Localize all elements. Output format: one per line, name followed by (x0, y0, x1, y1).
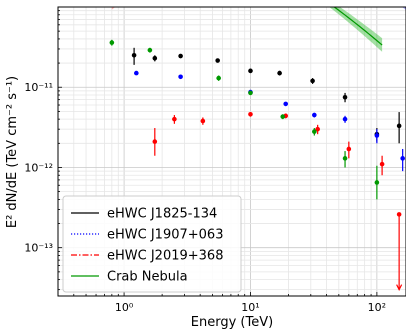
data-point (374, 133, 380, 138)
legend-label-3: Crab Nebula (107, 270, 188, 285)
data-point (396, 123, 402, 129)
data-point (216, 75, 221, 81)
data-point (248, 90, 253, 96)
model-curve-2 (112, 0, 382, 2)
data-point (342, 156, 348, 161)
data-point (280, 114, 286, 119)
confidence-bands (111, 7, 406, 52)
data-point (147, 47, 153, 53)
data-point (109, 40, 115, 45)
legend-label-1: eHWC J1907+063 (107, 228, 223, 243)
data-point (312, 112, 317, 118)
data-point (178, 53, 183, 59)
data-point (248, 111, 253, 117)
data-point (277, 70, 282, 76)
data-point (134, 70, 139, 76)
data-point (315, 126, 320, 132)
legend-label-0: eHWC J1825-134 (107, 207, 217, 222)
data-point (400, 156, 405, 161)
data-point (178, 74, 183, 80)
x-tick-label: 10¹ (241, 301, 259, 314)
data-point (312, 129, 317, 134)
y-tick-label: 10⁻¹¹ (24, 81, 53, 94)
data-points (109, 39, 405, 291)
y-tick-label: 10⁻¹³ (24, 242, 53, 255)
data-point (342, 116, 348, 122)
legend: eHWC J1825-134 eHWC J1907+063 eHWC J2019+3… (62, 195, 242, 293)
data-point (248, 68, 253, 74)
y-axis-label: E² dN/dE (TeV cm⁻² s⁻¹) (5, 76, 20, 228)
plot-frame (57, 6, 406, 297)
axis-ticks: 10⁰ 10¹ 10² 10⁻¹³ 10⁻¹² 10⁻¹¹ (24, 6, 386, 314)
data-point (379, 161, 385, 167)
legend-label-2: eHWC J2019+368 (107, 249, 223, 264)
data-point (310, 78, 315, 84)
band-1 (401, 7, 406, 10)
data-point (283, 101, 289, 107)
data-point (152, 139, 158, 144)
data-point (374, 180, 380, 185)
legend-box (62, 195, 242, 293)
upper-limit-arrow (396, 284, 403, 291)
data-point (200, 118, 206, 124)
y-tick-label: 10⁻¹² (24, 161, 53, 174)
upper-limit-point (396, 212, 402, 217)
x-axis-label: Energy (TeV) (191, 315, 273, 330)
band-2 (111, 7, 116, 10)
data-point (346, 146, 352, 152)
data-point (131, 53, 137, 58)
model-curve-1 (112, 0, 406, 7)
x-tick-label: 10⁰ (115, 301, 134, 314)
data-point (342, 94, 348, 100)
data-point (215, 58, 220, 63)
data-point (172, 116, 177, 122)
x-tick-label: 10² (368, 301, 386, 314)
data-point (152, 55, 158, 61)
